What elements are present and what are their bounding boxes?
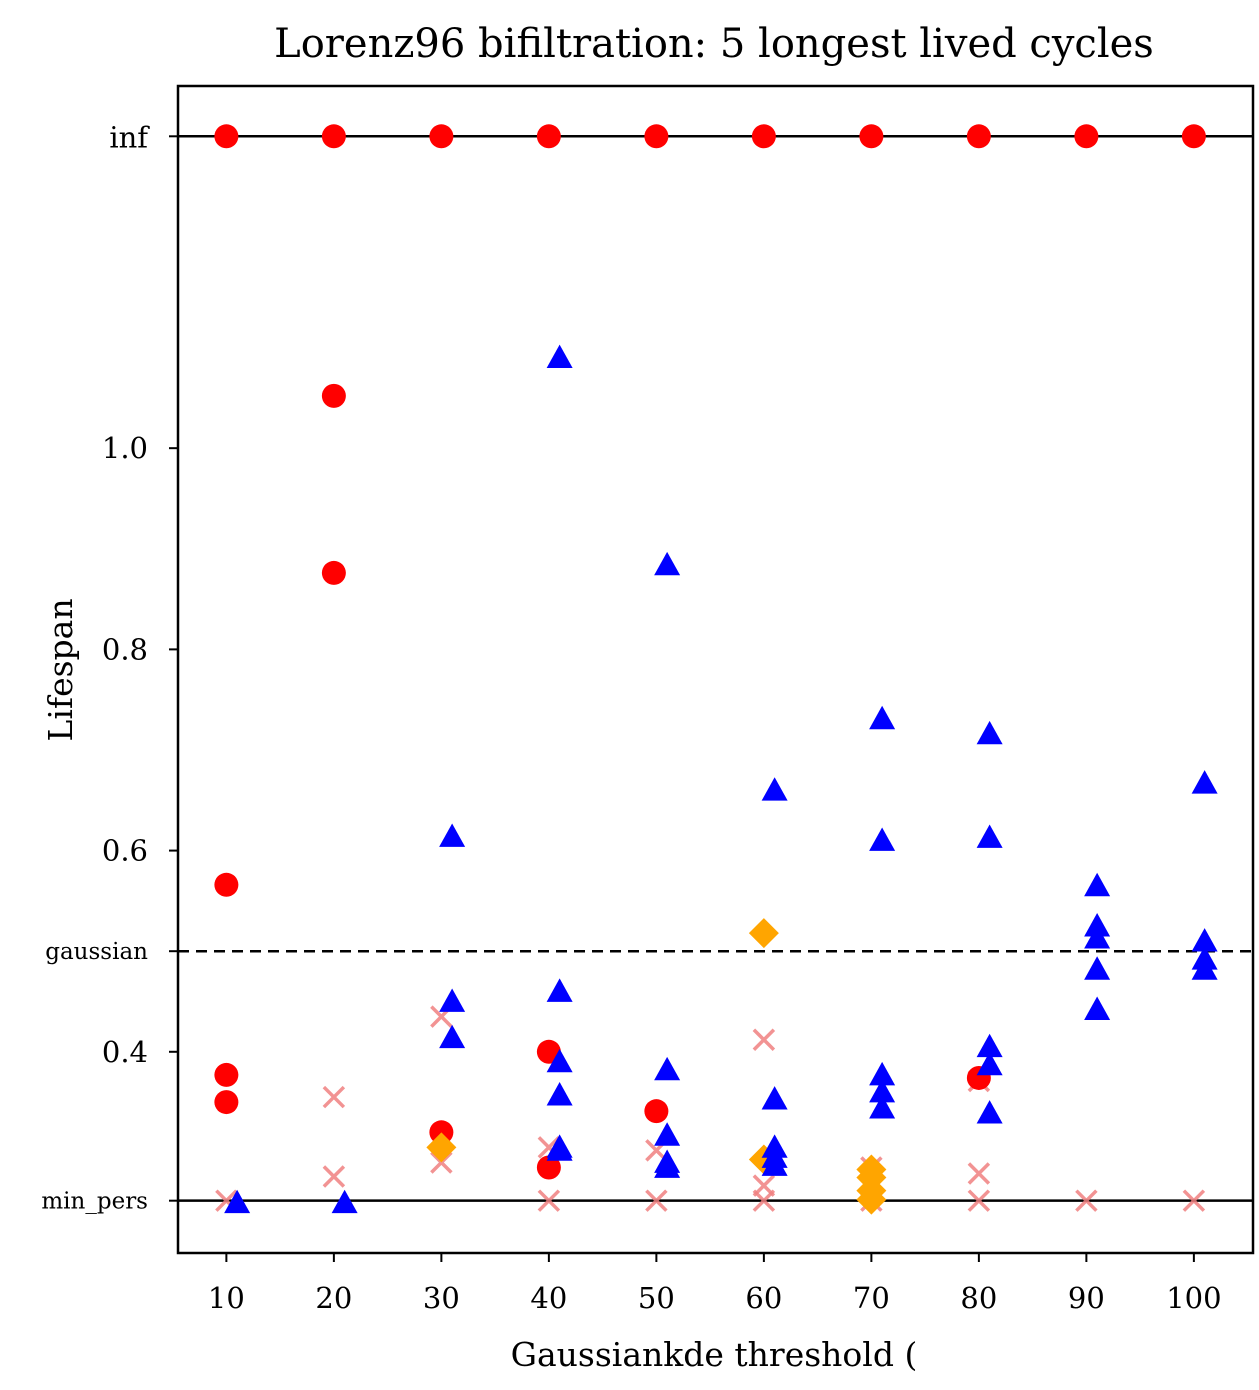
blue-triangle-point <box>869 1079 896 1103</box>
pink-cross-point <box>537 1189 561 1212</box>
red-circle-point <box>1181 124 1206 149</box>
x-tick-label: 100 <box>1166 1281 1221 1315</box>
reference-label-min-pers: min_pers <box>41 1189 148 1215</box>
blue-triangle-point <box>546 1082 573 1106</box>
y-tick-label: 1.0 <box>102 431 148 465</box>
pink-cross-point <box>322 1165 346 1188</box>
blue-triangle-point <box>224 1189 251 1214</box>
red-circle-point <box>321 124 346 149</box>
pink-cross-point <box>1075 1189 1098 1212</box>
reference-lines <box>178 135 1253 1202</box>
blue-triangle-point <box>654 1122 681 1146</box>
blue-triangle-point <box>869 705 896 730</box>
red-circle-point <box>321 560 346 585</box>
blue-triangle-point <box>761 1152 788 1176</box>
reference-label-gaussian: gaussian <box>45 939 148 965</box>
blue-triangle-point <box>1191 956 1218 980</box>
blue-triangle-point <box>761 1086 788 1110</box>
x-tick-label: 50 <box>638 1281 675 1315</box>
pink-cross-point <box>967 1162 991 1185</box>
pink-cross-point <box>645 1189 668 1212</box>
blue-triangle-point <box>546 344 573 369</box>
red-circle-point <box>1074 124 1099 149</box>
blue-triangle-point <box>439 988 466 1012</box>
x-tick-label: 30 <box>423 1281 460 1315</box>
red-circle-point <box>751 124 776 149</box>
blue-triangle-point <box>1084 996 1111 1020</box>
blue-triangle-point <box>761 777 788 801</box>
pink-cross-point <box>1182 1189 1206 1212</box>
red-circle-point <box>536 124 561 149</box>
red-circle-point <box>536 1155 561 1180</box>
blue-triangle-point <box>546 978 573 1002</box>
x-axis-label: Gaussiankde threshold ( <box>511 1335 918 1374</box>
blue-triangle-point <box>976 720 1003 745</box>
red-circle-point <box>214 1062 239 1087</box>
x-tick-label: 10 <box>208 1281 245 1315</box>
blue-triangle-point <box>439 1024 466 1049</box>
reference-label-inf: inf <box>109 120 150 154</box>
y-tick-label: 0.4 <box>102 1035 148 1069</box>
y-tick-label: 0.6 <box>102 834 148 868</box>
red-circle-point <box>644 1099 669 1124</box>
blue-triangle-point <box>869 1061 896 1086</box>
blue-triangle-point <box>546 1137 573 1161</box>
axis-ticks: 10 20 30 40 50 60 70 80 90 100 0.4 0.6 0.8 1.0 inf gaus… <box>41 120 1221 1315</box>
data-markers <box>214 124 1218 1215</box>
blue-triangle-point <box>439 823 466 847</box>
red-circle-point <box>214 1090 239 1115</box>
y-axis-label: Lifespan <box>41 598 80 741</box>
x-tick-label: 60 <box>745 1281 782 1315</box>
red-circle-point <box>321 383 346 408</box>
blue-triangle-point <box>1084 956 1111 980</box>
red-circle-point <box>214 872 239 897</box>
blue-triangle-point <box>976 824 1003 848</box>
plot-frame <box>176 84 1255 1255</box>
x-tick-label: 80 <box>960 1281 997 1315</box>
blue-triangle-point <box>976 1033 1003 1058</box>
red-circle-point <box>429 124 454 149</box>
orange-diamond-point <box>856 1184 887 1215</box>
blue-triangle-point <box>1084 925 1111 949</box>
red-circle-point <box>966 124 991 149</box>
pink-cross-point <box>752 1028 776 1051</box>
orange-diamond-point <box>426 1132 457 1163</box>
blue-triangle-point <box>546 1048 573 1073</box>
pink-cross-point <box>752 1189 776 1212</box>
x-tick-label: 90 <box>1068 1281 1105 1315</box>
blue-triangle-point <box>869 827 896 851</box>
red-circle-point <box>644 124 669 149</box>
pink-cross-point <box>430 1151 453 1174</box>
x-tick-label: 40 <box>530 1281 567 1315</box>
chart-title: Lorenz96 bifiltration: 5 longest lived c… <box>274 21 1154 67</box>
orange-diamond-point <box>748 918 779 949</box>
x-tick-label: 20 <box>315 1281 352 1315</box>
blue-triangle-point <box>1084 913 1111 937</box>
blue-triangle-point <box>869 1095 896 1119</box>
blue-triangle-point <box>1191 928 1218 952</box>
blue-triangle-point <box>654 551 681 576</box>
blue-triangle-point <box>1191 770 1218 794</box>
y-tick-label: 0.8 <box>102 632 148 666</box>
blue-triangle-point <box>1084 872 1111 897</box>
blue-triangle-point <box>654 1154 681 1178</box>
blue-triangle-point <box>331 1189 358 1214</box>
pink-cross-point <box>322 1085 346 1109</box>
red-circle-point <box>859 124 884 149</box>
x-tick-label: 70 <box>853 1281 890 1315</box>
blue-triangle-point <box>976 1051 1003 1076</box>
red-circle-point <box>429 1120 454 1145</box>
red-circle-point <box>214 124 239 149</box>
blue-triangle-point <box>654 1056 681 1081</box>
pink-cross-point <box>967 1189 991 1212</box>
blue-triangle-point <box>976 1100 1003 1124</box>
